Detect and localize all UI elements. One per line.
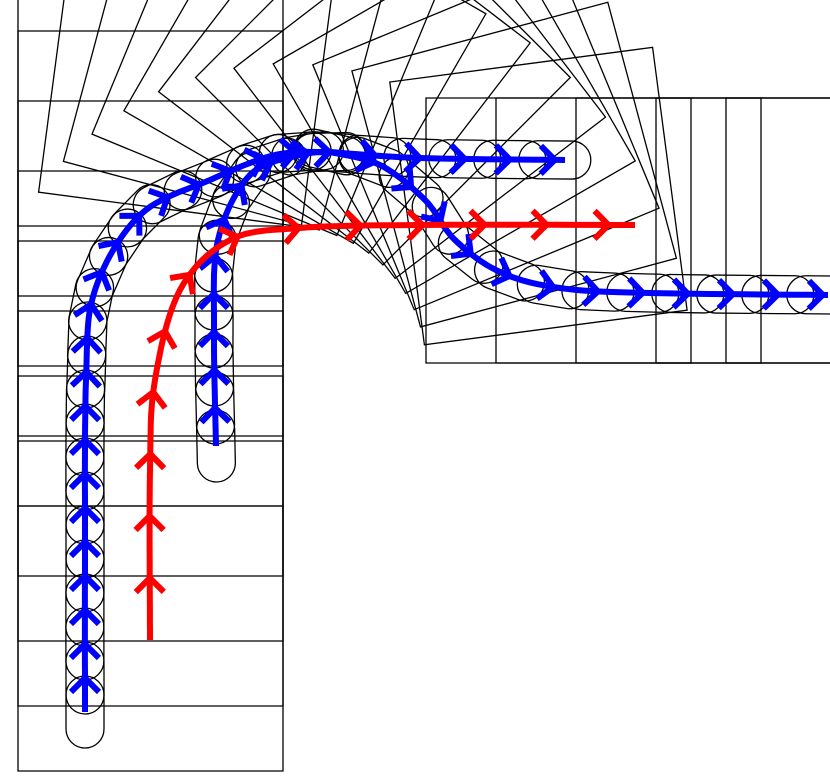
arrow-head (391, 166, 415, 192)
arrow-head (70, 335, 103, 355)
path-line (329, 149, 829, 298)
arrow-head (761, 278, 781, 311)
arrow-head (69, 403, 102, 423)
arrow-head (468, 208, 488, 241)
arrow-head (218, 225, 241, 257)
frame (725, 97, 830, 364)
frame (17, 0, 284, 227)
footprint-frames (17, 0, 830, 772)
frame (389, 46, 688, 346)
paths (68, 136, 829, 712)
arrow-head (147, 187, 171, 217)
arrow-head (289, 139, 311, 172)
frame (123, 0, 487, 245)
arrow-head (806, 278, 826, 311)
arrow-head (68, 607, 102, 627)
capsule (473, 250, 546, 302)
arrow-head (626, 276, 646, 309)
arrow-head (592, 208, 612, 242)
arrow-head (68, 573, 102, 593)
arrow-head (68, 641, 102, 661)
arrow-head (354, 143, 377, 174)
arrow-head (133, 513, 166, 533)
arrow-head (406, 208, 426, 242)
arrow-head (581, 274, 601, 308)
arrow-head (199, 405, 232, 425)
arrow-head (221, 182, 248, 206)
arrow-head (530, 208, 550, 241)
frame (425, 97, 692, 364)
capsules (65, 128, 830, 749)
arrow-head (68, 539, 102, 559)
capsule (411, 186, 470, 255)
frame (272, 0, 637, 295)
arrow-head (716, 278, 736, 311)
frame (655, 97, 830, 364)
arrow-head (420, 200, 448, 224)
arrow-head (198, 253, 231, 274)
arrow-head (179, 173, 202, 204)
frame (575, 97, 830, 364)
arrow-head (493, 143, 513, 176)
arrow-head (281, 212, 302, 246)
arrow-head (133, 575, 166, 595)
arrow-head (197, 329, 231, 349)
arrow-head (538, 143, 558, 176)
frame (495, 97, 762, 364)
frame (194, 0, 572, 266)
arrow-head (278, 137, 299, 170)
arrow-head (448, 142, 468, 175)
arrow-head (82, 269, 112, 292)
arrow-head (68, 505, 102, 525)
arrow-head (490, 256, 513, 287)
frame (351, 1, 678, 328)
path-line (146, 221, 635, 640)
arrow-head (68, 471, 102, 491)
arrow-head (68, 675, 102, 695)
arrow-head (119, 212, 143, 236)
arrow-head (146, 328, 178, 350)
arrow-head (197, 291, 231, 311)
frame (232, 0, 607, 280)
arrow-head (97, 239, 125, 263)
capsule (437, 223, 504, 284)
arrow-head (69, 369, 102, 389)
arrow-head (450, 233, 474, 259)
arrow-head (169, 271, 196, 295)
arrow-head (251, 150, 274, 182)
arrow-head (210, 161, 234, 191)
arrow-head (68, 437, 102, 457)
frame (91, 0, 436, 237)
arrow-head (535, 269, 557, 301)
arrow-head (135, 389, 168, 410)
arrow-head (671, 277, 691, 310)
frame (62, 0, 382, 231)
capsule (378, 156, 444, 218)
arrow-head (403, 141, 423, 174)
arrow-head (72, 301, 105, 323)
arrow-head (344, 209, 364, 242)
arrow-head (198, 367, 231, 387)
frame (157, 0, 532, 255)
arrow-head (134, 451, 167, 471)
frame (311, 0, 660, 311)
